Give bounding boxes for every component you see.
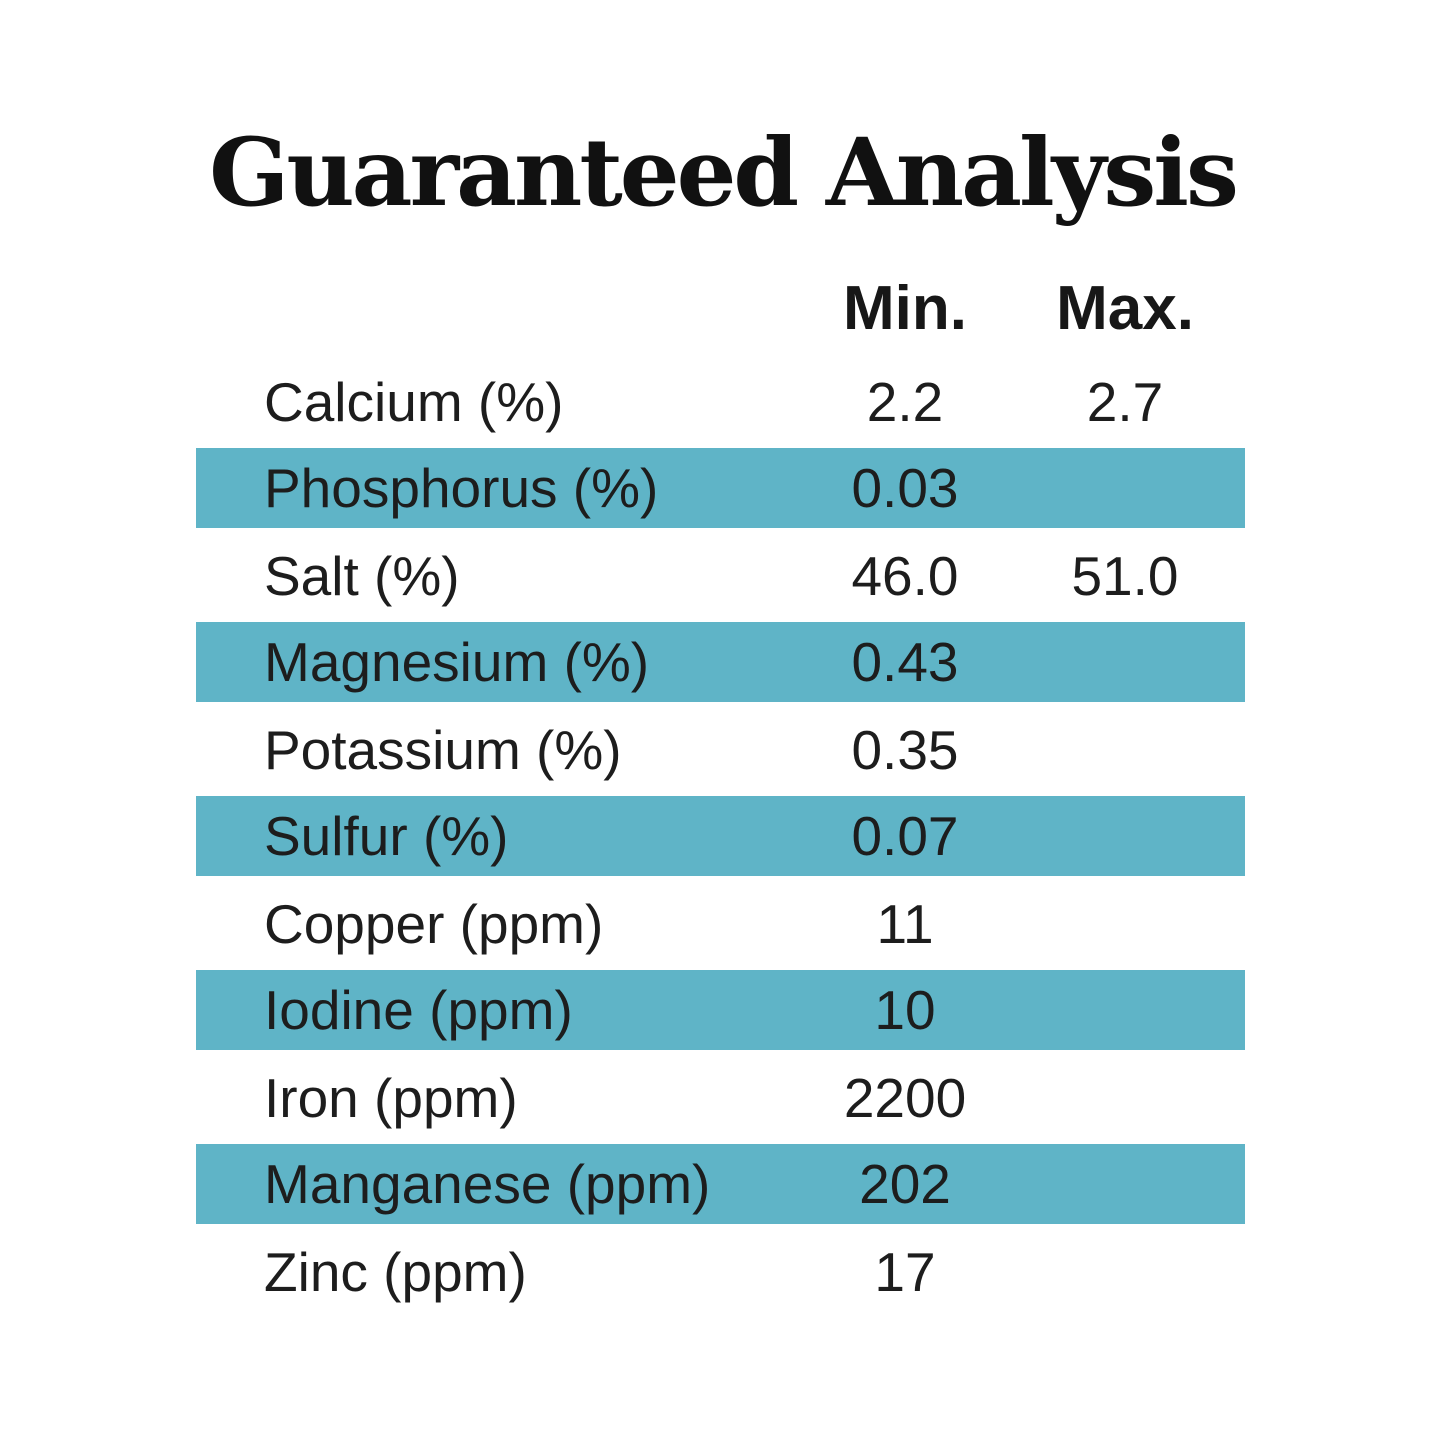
table-row: Sulfur (%) 0.07	[196, 793, 1245, 880]
row-min-value: 0.07	[851, 805, 959, 867]
row-label: Magnesium (%)	[264, 631, 650, 693]
table-row: Magnesium (%) 0.43	[196, 619, 1245, 706]
table-row: Iodine (ppm) 10	[196, 967, 1245, 1054]
row-min-value: 17	[874, 1240, 936, 1303]
row-label: Iodine (ppm)	[264, 979, 573, 1041]
row-max-value: 2.7	[1086, 370, 1164, 433]
row-min-value: 2.2	[866, 370, 944, 433]
row-label: Copper (ppm)	[264, 892, 604, 955]
column-header-max: Max.	[1056, 273, 1194, 343]
table-row: Zinc (ppm) 17	[196, 1228, 1245, 1315]
table-header-row: Min. Max.	[196, 258, 1245, 358]
row-max-value: 51.0	[1071, 544, 1179, 607]
row-label: Potassium (%)	[264, 718, 622, 781]
row-min-value: 11	[876, 892, 934, 955]
row-label: Sulfur (%)	[264, 805, 509, 867]
row-min-value: 2200	[843, 1066, 967, 1129]
table-row: Phosphorus (%) 0.03	[196, 445, 1245, 532]
row-label: Calcium (%)	[264, 370, 564, 433]
table-row: Manganese (ppm) 202	[196, 1141, 1245, 1228]
row-min-value: 10	[874, 979, 936, 1041]
row-label: Iron (ppm)	[264, 1066, 518, 1129]
row-min-value: 0.35	[851, 718, 959, 781]
page-title: Guaranteed Analysis	[209, 118, 1239, 228]
table-row: Copper (ppm) 11	[196, 880, 1245, 967]
table-row: Salt (%) 46.0 51.0	[196, 532, 1245, 619]
row-min-value: 0.03	[851, 457, 959, 519]
analysis-table-body: Calcium (%) 2.2 2.7 Phosphorus (%) 0.03 …	[196, 358, 1245, 1315]
table-row: Potassium (%) 0.35	[196, 706, 1245, 793]
row-label: Zinc (ppm)	[264, 1240, 527, 1303]
row-label: Manganese (ppm)	[264, 1153, 711, 1215]
table-row: Iron (ppm) 2200	[196, 1054, 1245, 1141]
row-min-value: 0.43	[851, 631, 959, 693]
column-header-min: Min.	[843, 273, 967, 343]
row-label: Phosphorus (%)	[264, 457, 659, 519]
table-row: Calcium (%) 2.2 2.7	[196, 358, 1245, 445]
analysis-table: Min. Max. Calcium (%) 2.2 2.7 Phosphorus…	[196, 258, 1245, 1315]
row-label: Salt (%)	[264, 544, 460, 607]
row-min-value: 202	[859, 1153, 951, 1215]
row-min-value: 46.0	[851, 544, 959, 607]
